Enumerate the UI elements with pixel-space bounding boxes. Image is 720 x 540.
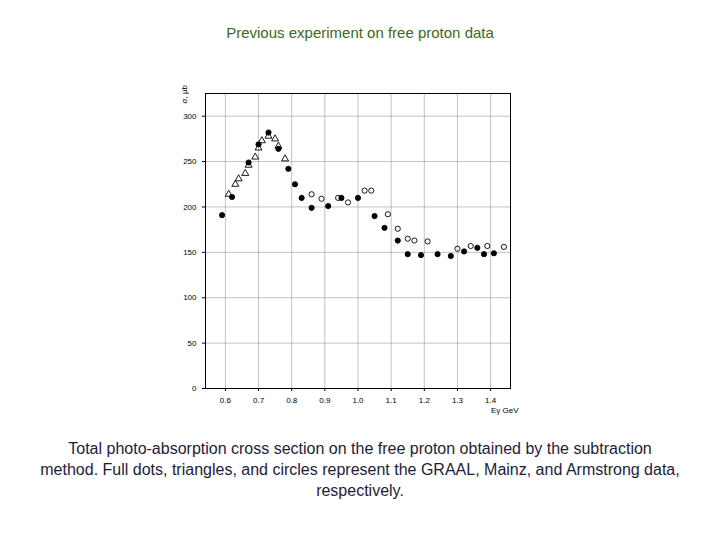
svg-text:100: 100 <box>183 293 197 302</box>
svg-text:Eγ GeV: Eγ GeV <box>491 406 519 415</box>
svg-text:1.0: 1.0 <box>352 396 364 405</box>
html-text:Previous experiment on free pr: Previous experiment on free proton data <box>226 24 494 41</box>
svg-text:0.8: 0.8 <box>286 396 298 405</box>
svg-text:0.9: 0.9 <box>319 396 331 405</box>
svg-text:300: 300 <box>183 112 197 121</box>
svg-text:250: 250 <box>183 157 197 166</box>
svg-text:0.7: 0.7 <box>253 396 265 405</box>
svg-text:1.3: 1.3 <box>452 396 464 405</box>
svg-text:50: 50 <box>188 339 197 348</box>
svg-text:σ, μb: σ, μb <box>180 85 189 104</box>
svg-text:1.2: 1.2 <box>419 396 431 405</box>
html-text:Total photo-absorption cross s: Total photo-absorption cross section on … <box>40 440 680 499</box>
svg-text:150: 150 <box>183 248 197 257</box>
svg-text:1.1: 1.1 <box>386 396 398 405</box>
svg-text:200: 200 <box>183 203 197 212</box>
svg-text:0.6: 0.6 <box>220 396 232 405</box>
svg-text:1.4: 1.4 <box>485 396 497 405</box>
svg-text:0: 0 <box>192 384 197 393</box>
